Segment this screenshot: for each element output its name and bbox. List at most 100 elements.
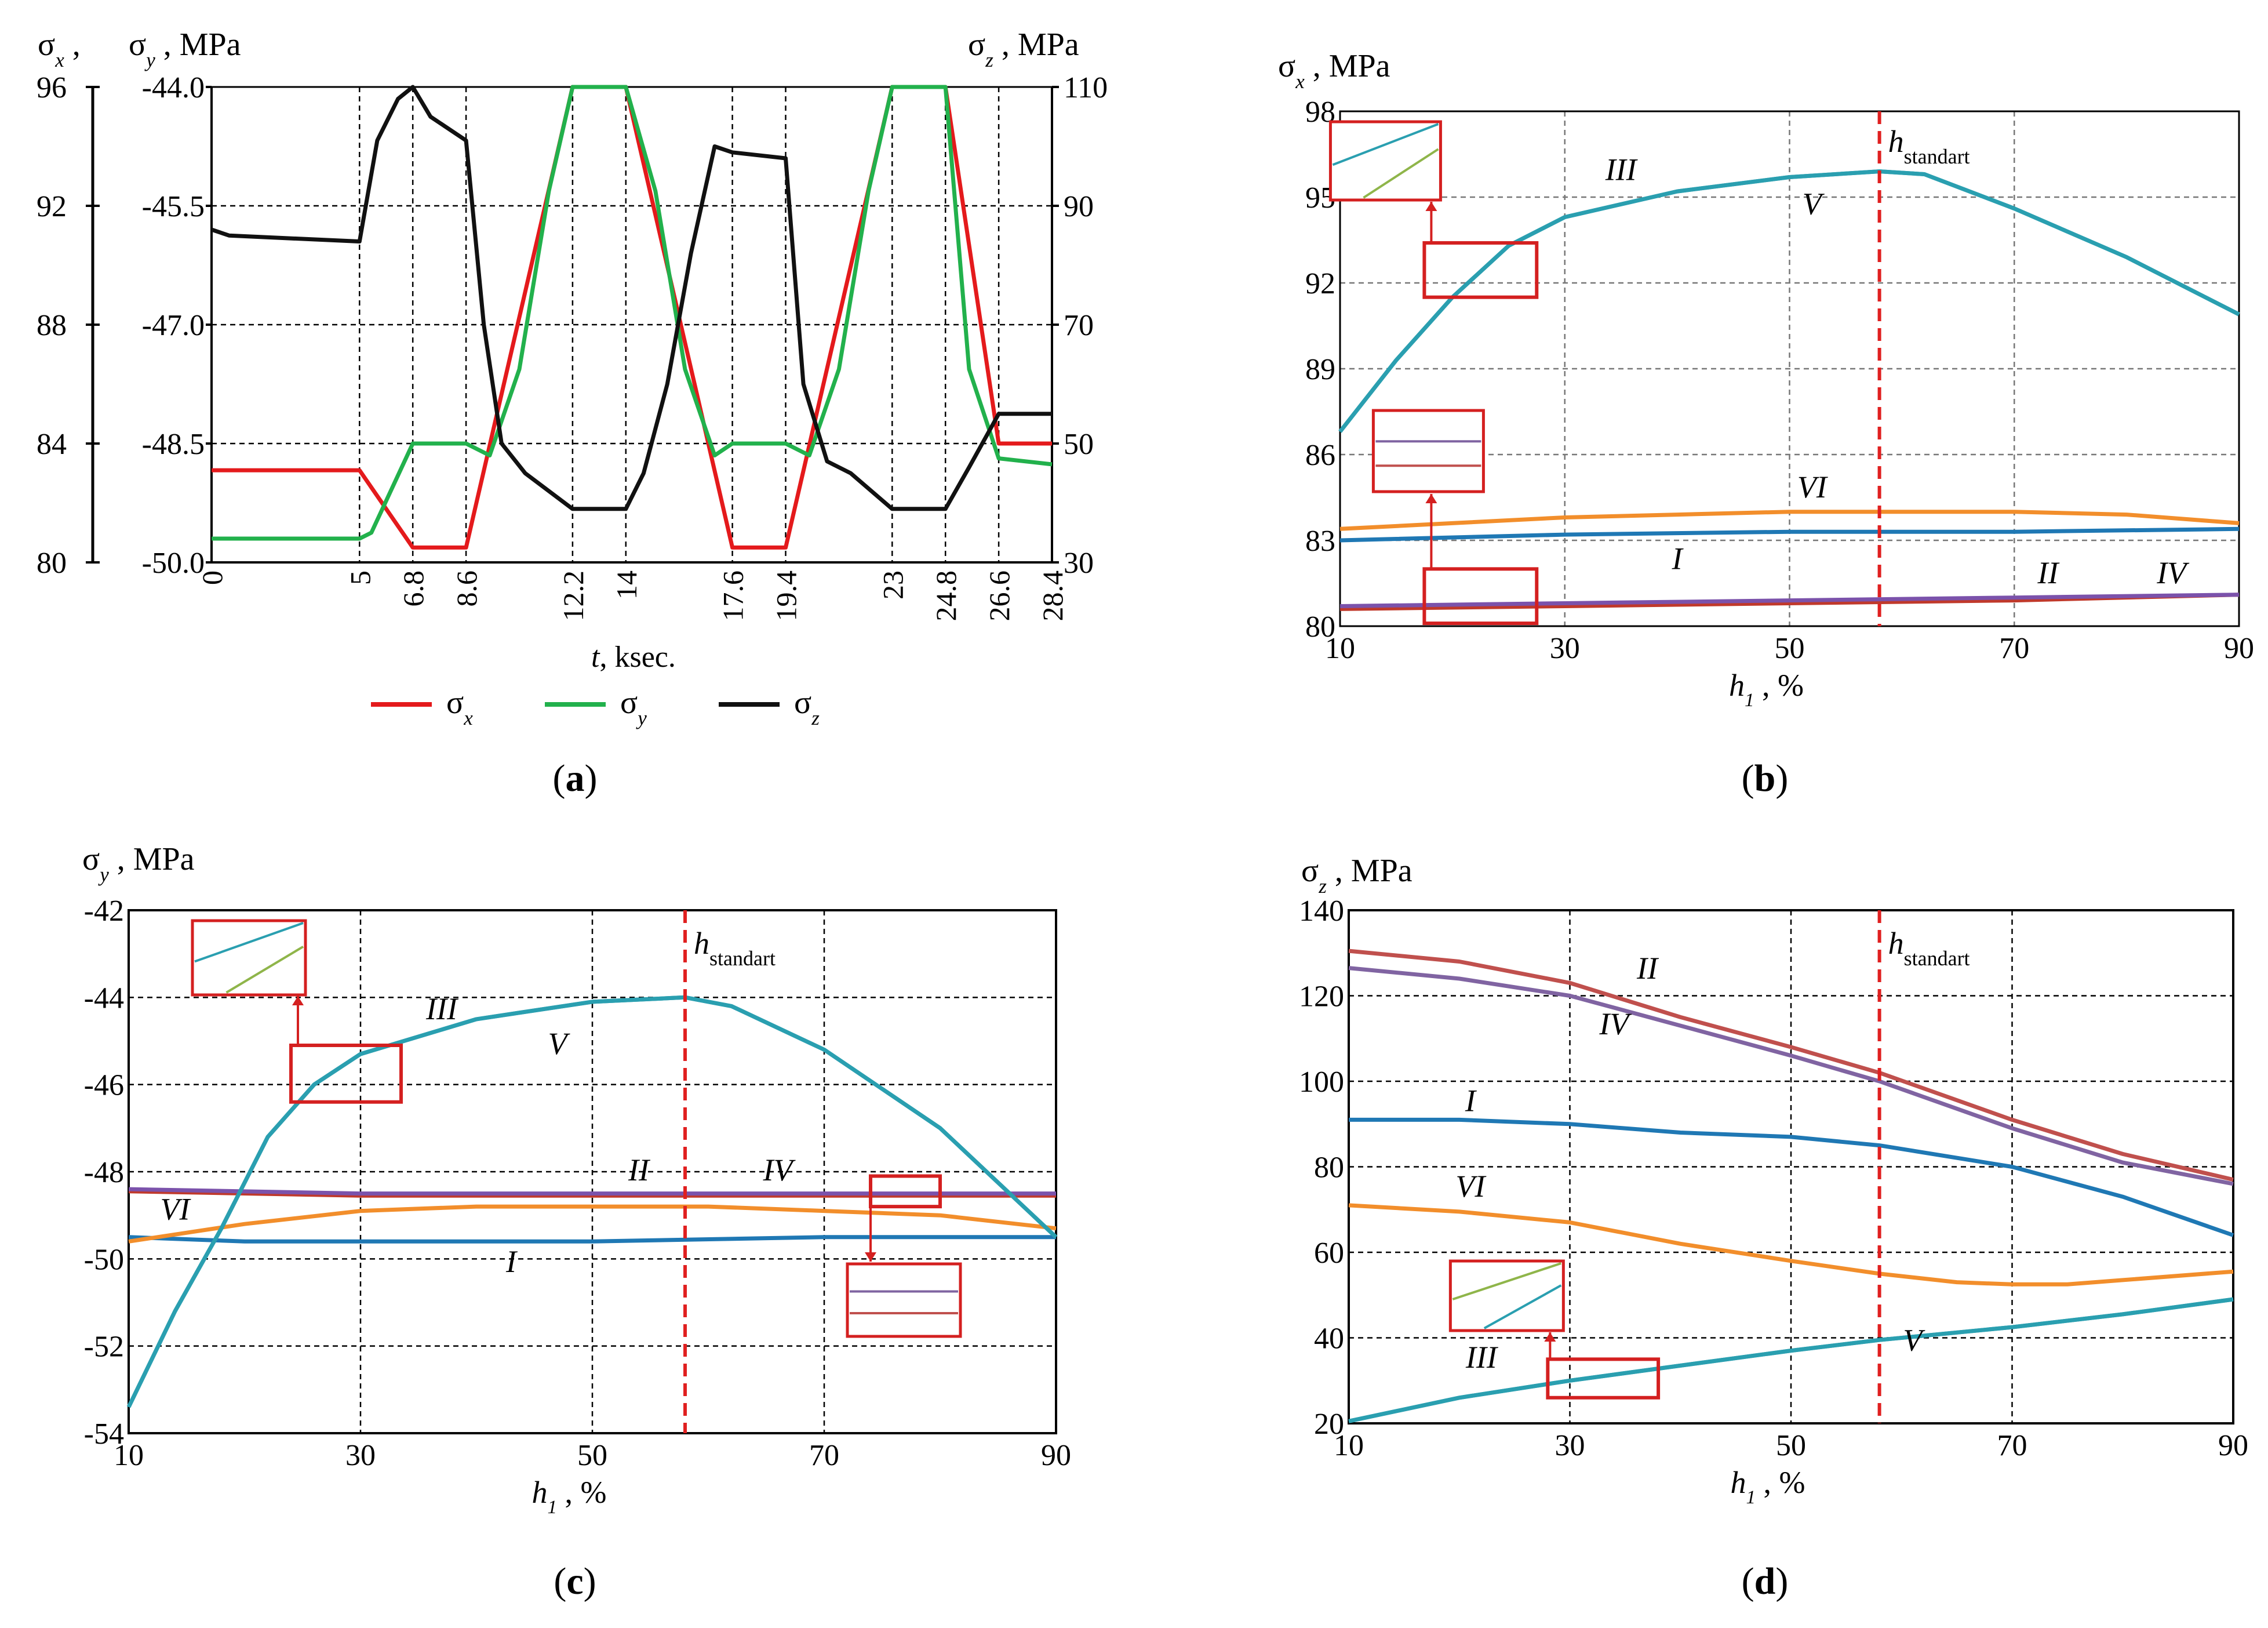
caption-a: (a) xyxy=(552,757,598,800)
tick-x-5: 14 xyxy=(610,570,643,599)
b-zoom-box-1 xyxy=(1422,241,1539,299)
tick-sy-2: -47.0 xyxy=(142,309,205,342)
d-inset-1-line2 xyxy=(1483,1284,1562,1329)
b-tick-y-1: 83 xyxy=(1305,525,1335,558)
b-series-VI xyxy=(1339,510,2240,531)
tick-x-3: 8.6 xyxy=(450,570,483,607)
tick-sz-70: 70 xyxy=(1064,309,1094,342)
d-tick-y-3: 80 xyxy=(1314,1151,1344,1184)
d-tick-y-0: 20 xyxy=(1314,1408,1344,1441)
d-inset-1 xyxy=(1448,1259,1565,1332)
c-zoom-box-1 xyxy=(289,1044,403,1104)
c-arrow-1-head xyxy=(292,996,304,1005)
b-arrow-2-head xyxy=(1425,494,1437,503)
b-arrow-1-head xyxy=(1425,202,1437,211)
b-tick-x-2: 50 xyxy=(1775,632,1805,665)
tick-sy-4: -50.0 xyxy=(142,547,205,580)
tick-sy-0: -44.0 xyxy=(142,71,205,104)
d-label-IV: IV xyxy=(1599,1006,1632,1041)
c-series-II xyxy=(128,1189,1056,1198)
d-tick-y-5: 120 xyxy=(1299,980,1344,1013)
b-plot-frame xyxy=(1339,110,2240,627)
b-inset-1 xyxy=(1328,120,1442,202)
c-tick-x-2: 50 xyxy=(577,1439,607,1472)
tick-x-6: 17.6 xyxy=(717,570,749,622)
d-label-II: II xyxy=(1636,951,1659,986)
d-label-III: III xyxy=(1465,1340,1499,1375)
c-tick-x-0: 10 xyxy=(114,1439,144,1472)
b-tick-y-0: 80 xyxy=(1305,610,1335,644)
caption-d: (d) xyxy=(1741,1560,1789,1602)
b-series-V xyxy=(1338,169,2240,433)
tick-sz-30: 30 xyxy=(1064,547,1094,580)
d-tick-x-1: 30 xyxy=(1555,1429,1585,1462)
b-tick-x-0: 10 xyxy=(1325,632,1355,665)
d-tick-y-2: 60 xyxy=(1314,1237,1344,1270)
series-σy xyxy=(212,85,1053,541)
d-tick-y-1: 40 xyxy=(1314,1322,1344,1356)
c-inset-2 xyxy=(846,1262,962,1338)
b-tick-y-4: 92 xyxy=(1305,267,1335,300)
c-h-standard-label: hstandart xyxy=(694,926,776,970)
tick-sy-1: -45.5 xyxy=(142,190,205,223)
c-series-VI xyxy=(128,1204,1057,1244)
legend-label-x: σx xyxy=(446,685,473,729)
c-tick-y-0: -54 xyxy=(84,1418,124,1451)
tick-x-4: 12.2 xyxy=(557,570,589,622)
tick-x-11: 28.4 xyxy=(1036,570,1069,622)
b-label-V: V xyxy=(1803,187,1825,221)
c-series-IV xyxy=(128,1187,1056,1196)
chart-d: 20 40 60 80 100 120 140 10 30 50 70 90 σz , MPa h1 , … xyxy=(1299,853,2248,1508)
c-tick-y-6: -42 xyxy=(84,895,124,928)
d-series-IV xyxy=(1348,966,2234,1186)
b-series-IV xyxy=(1339,593,2240,608)
c-series-I xyxy=(128,1235,1056,1244)
b-xlabel: h1 , % xyxy=(1729,668,1804,711)
b-label-III: III xyxy=(1605,152,1639,187)
c-tick-y-3: -48 xyxy=(84,1156,124,1189)
series-σz xyxy=(210,85,1052,511)
c-arrow-2-head xyxy=(865,1252,876,1262)
d-h-standard-label: hstandart xyxy=(1888,926,1970,970)
ylabel-sy: σy , MPa xyxy=(129,27,241,71)
caption-b: (b) xyxy=(1741,757,1789,800)
b-label-I: I xyxy=(1672,541,1684,576)
d-plot-frame xyxy=(1348,909,2234,1424)
d-label-V: V xyxy=(1903,1323,1925,1358)
d-series-I xyxy=(1349,1117,2234,1237)
d-tick-x-4: 90 xyxy=(2218,1429,2248,1462)
caption-c: (c) xyxy=(554,1560,596,1602)
chart-a: 96 92 88 84 80 -44.0 -45.5 -47.0 -48.5 -50.0 110 90… xyxy=(37,27,1108,729)
c-tick-y-1: -52 xyxy=(84,1331,124,1364)
d-xlabel: h1 , % xyxy=(1731,1465,1805,1508)
c-tick-y-2: -50 xyxy=(84,1243,124,1276)
ylabel-sx: σx , xyxy=(38,27,81,71)
d-tick-x-0: 10 xyxy=(1334,1429,1364,1462)
xlabel-a: t, ksec. xyxy=(591,641,676,674)
tick-x-8: 23 xyxy=(876,570,909,599)
legend-label-y: σy xyxy=(620,685,647,729)
c-label-II: II xyxy=(628,1153,651,1187)
tick-x-7: 19.4 xyxy=(770,570,802,622)
tick-sx-92: 92 xyxy=(37,190,67,223)
d-arrow-1-head xyxy=(1544,1332,1556,1342)
d-tick-y-6: 140 xyxy=(1299,895,1344,928)
b-inset-1-line1 xyxy=(1332,123,1439,166)
d-zoom-box-1 xyxy=(1546,1357,1661,1400)
tick-sx-96: 96 xyxy=(37,71,67,104)
c-label-I: I xyxy=(505,1244,518,1279)
d-series-V xyxy=(1348,1297,2234,1423)
tick-sx-84: 84 xyxy=(37,428,67,461)
c-inset-1 xyxy=(191,919,307,997)
c-tick-y-5: -44 xyxy=(84,982,124,1015)
c-zoom-box-2 xyxy=(869,1174,942,1209)
b-h-standard-label: hstandart xyxy=(1888,124,1970,168)
c-label-VI: VI xyxy=(161,1192,192,1227)
b-series-I xyxy=(1339,526,2240,543)
b-tick-x-1: 30 xyxy=(1550,632,1580,665)
tick-x-10: 26.6 xyxy=(983,570,1015,622)
b-label-II: II xyxy=(2037,555,2060,590)
chart-c: -54 -52 -50 -48 -46 -44 -42 10 30 50 70 90 σy , MPa h… xyxy=(82,841,1071,1518)
c-tick-x-4: 90 xyxy=(1041,1439,1071,1472)
